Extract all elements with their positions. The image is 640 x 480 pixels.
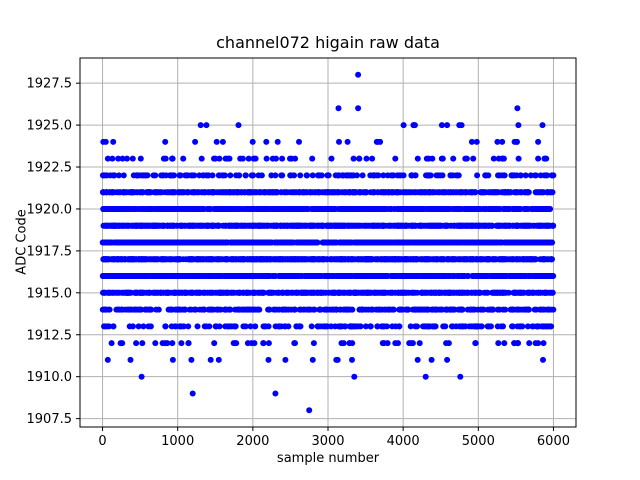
tick-labels: 0 1000 2000 3000 4000 5000 60001907.51910.0191… [27,77,571,449]
tick-marks [76,82,554,431]
scatter-points [99,71,557,414]
chart-title: channel072 higain raw data [216,33,440,52]
x-axis-label: sample number [276,451,380,466]
